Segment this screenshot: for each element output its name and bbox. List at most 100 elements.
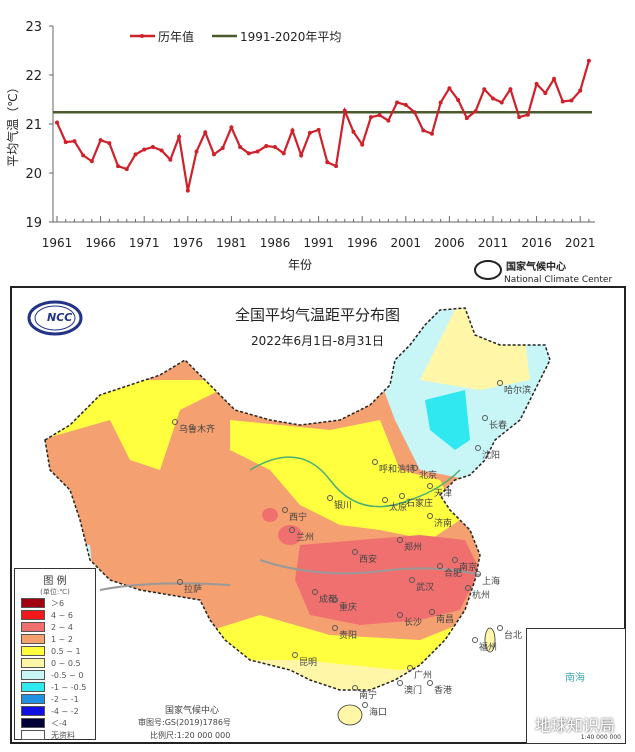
data-point — [499, 100, 504, 105]
data-point — [168, 157, 173, 162]
legend-item: -1 ~ -0.5 — [21, 681, 95, 693]
data-point — [211, 152, 216, 157]
legend-item: 无资料 — [21, 729, 95, 741]
legend-swatch — [21, 718, 45, 728]
legend-label-average: 1991-2020年平均 — [240, 30, 341, 44]
legend-swatch — [21, 646, 45, 656]
temperature-anomaly-map — [10, 286, 626, 744]
legend-item: 4 ~ 6 — [21, 609, 95, 621]
x-tick-label: 1981 — [216, 236, 247, 250]
data-point — [525, 112, 530, 117]
data-point — [473, 109, 478, 114]
data-point — [351, 129, 356, 134]
footer-org: 国家气候中心 — [165, 706, 220, 716]
data-point — [578, 88, 583, 93]
legend-swatch — [21, 670, 45, 680]
data-point — [264, 144, 269, 149]
data-point — [386, 118, 391, 123]
legend-item-label: 0 ~ 0.5 — [51, 658, 81, 668]
logo-name-en: National Climate Center — [504, 275, 612, 285]
data-point — [421, 128, 426, 133]
legend-swatch — [21, 694, 45, 704]
data-point — [107, 141, 112, 146]
y-tick-label: 23 — [25, 20, 42, 35]
x-tick-label: 1991 — [303, 236, 334, 250]
data-point — [203, 130, 208, 135]
x-tick-label: 1966 — [85, 236, 116, 250]
data-point — [534, 81, 539, 86]
legend-swatch — [21, 682, 45, 692]
data-point — [238, 145, 243, 150]
legend-item: 0 ~ 0.5 — [21, 657, 95, 669]
data-point — [290, 128, 295, 133]
data-point — [316, 127, 321, 132]
data-point — [334, 164, 339, 169]
data-point — [429, 131, 434, 136]
data-point — [586, 58, 591, 63]
x-tick-label: 2006 — [434, 236, 465, 250]
data-point — [403, 102, 408, 107]
data-point — [464, 116, 469, 121]
data-point — [159, 148, 164, 153]
watermark-text: 地球知识局 — [535, 716, 616, 735]
legend-item: -0.5 ~ 0 — [21, 669, 95, 681]
legend-item-label: ＞6 — [51, 598, 65, 608]
legend-unit: (单位:℃) — [40, 588, 70, 596]
legend-item: ＜-4 — [21, 717, 95, 729]
legend-item-label: 4 ~ 6 — [51, 610, 73, 620]
y-tick-label: 22 — [25, 69, 42, 84]
legend: 历年值 1991-2020年平均 — [130, 29, 341, 44]
legend-swatch — [21, 658, 45, 668]
series-line — [55, 60, 590, 191]
map-title: 全国平均气温距平分布图 — [234, 306, 400, 324]
data-point — [150, 145, 155, 150]
data-point — [560, 99, 565, 104]
ncc-chart-logo: 国家气候中心 National Climate Center — [474, 260, 612, 285]
legend-swatch — [21, 730, 45, 740]
data-point — [491, 96, 495, 101]
x-tick-label: 2011 — [478, 236, 509, 250]
data-point — [377, 113, 382, 118]
x-tick-label: 1961 — [42, 236, 73, 250]
legend-swatch — [21, 622, 45, 632]
ncc-map-logo: NCC — [25, 296, 85, 336]
map-subtitle: 2022年6月1日-8月31日 — [250, 334, 385, 348]
legend-item: -4 ~ -2 — [21, 705, 95, 717]
data-point — [438, 100, 443, 105]
data-point — [569, 98, 574, 103]
legend-swatch — [21, 706, 45, 716]
legend-item: 1 ~ 2 — [21, 633, 95, 645]
data-point — [412, 110, 417, 115]
legend-item-label: -0.5 ~ 0 — [51, 670, 84, 680]
x-tick-label: 1976 — [173, 236, 204, 250]
data-point — [543, 91, 548, 96]
data-point — [307, 130, 312, 135]
data-point — [124, 167, 129, 172]
y-tick-labels: 19 20 21 22 23 — [25, 20, 42, 231]
ncc-logo-text: NCC — [47, 311, 73, 324]
data-point — [325, 160, 330, 165]
legend-swatch — [21, 598, 45, 608]
data-point — [185, 188, 190, 193]
logo-name-cn: 国家气候中心 — [506, 260, 566, 273]
data-point — [273, 145, 277, 150]
series-annual-values — [55, 58, 591, 193]
legend-item-label: -4 ~ -2 — [51, 706, 79, 716]
legend-item-label: 2 ~ 4 — [51, 622, 73, 632]
legend-swatch — [21, 610, 45, 620]
data-point — [281, 151, 286, 156]
footer-scale: 比例尺:1:20 000 000 — [150, 731, 231, 740]
legend-item: -2 ~ -1 — [21, 693, 95, 705]
x-axis-label: 年份 — [288, 258, 312, 272]
inset-scale: 1:40 000 000 — [580, 734, 621, 741]
data-point — [220, 146, 225, 151]
data-point — [299, 153, 304, 158]
data-point — [63, 140, 68, 145]
data-point — [255, 149, 260, 154]
legend-item: 0.5 ~ 1 — [21, 645, 95, 657]
legend-item: ＞6 — [21, 597, 95, 609]
x-tick-label: 2016 — [521, 236, 552, 250]
data-point — [456, 97, 461, 102]
data-point — [55, 120, 59, 125]
